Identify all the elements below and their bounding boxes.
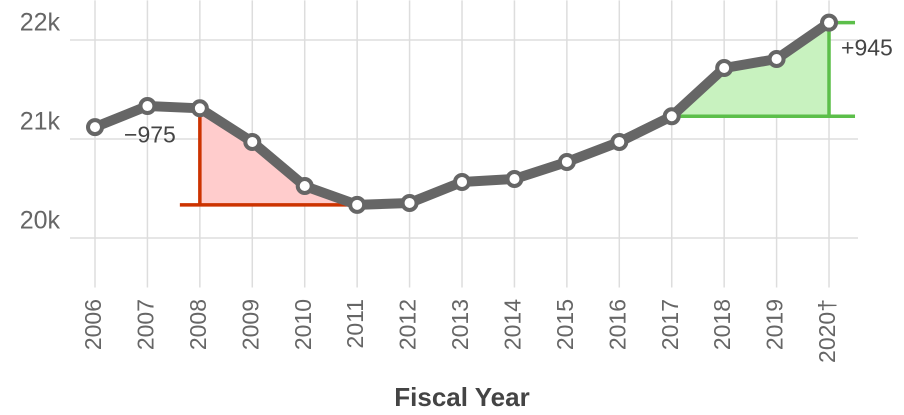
data-point xyxy=(557,152,576,171)
x-tick-label: 2006 xyxy=(80,299,106,350)
x-tick-label: 2012 xyxy=(395,299,421,350)
y-tick-label: 20k xyxy=(20,207,61,235)
data-point xyxy=(505,169,524,188)
data-point xyxy=(190,99,209,118)
x-tick-label: 2019 xyxy=(762,299,788,350)
x-tick-label: 2020† xyxy=(814,299,840,363)
x-tick-label: 2018 xyxy=(709,299,735,350)
x-tick-label: 2011 xyxy=(342,299,368,348)
data-point xyxy=(453,172,472,191)
y-tick-label: 22k xyxy=(20,9,61,37)
x-axis-title: Fiscal Year xyxy=(394,382,529,412)
data-point xyxy=(138,97,157,116)
change-label: −975 xyxy=(124,122,176,148)
x-tick-label: 2016 xyxy=(604,299,630,350)
data-point xyxy=(243,132,262,151)
data-point xyxy=(820,13,839,32)
data-point xyxy=(610,132,629,151)
x-tick-label: 2010 xyxy=(290,299,316,350)
x-tick-label: 2017 xyxy=(657,299,683,350)
change-label: +945 xyxy=(841,35,893,61)
change-area xyxy=(671,22,830,117)
x-tick-label: 2014 xyxy=(500,299,526,350)
x-tick-label: 2008 xyxy=(185,299,211,350)
data-point xyxy=(715,59,734,78)
data-point xyxy=(295,177,314,196)
x-tick-label: 2013 xyxy=(447,299,473,350)
x-tick-label: 2015 xyxy=(552,299,578,350)
change-area xyxy=(199,108,358,205)
data-point xyxy=(767,50,786,69)
x-tick-label: 2007 xyxy=(133,299,159,350)
y-tick-label: 21k xyxy=(20,108,61,136)
data-point xyxy=(662,107,681,126)
x-tick-label: 2009 xyxy=(237,299,263,350)
data-point xyxy=(400,193,419,212)
data-point xyxy=(86,118,104,137)
grid xyxy=(70,0,858,288)
data-point xyxy=(348,195,367,214)
